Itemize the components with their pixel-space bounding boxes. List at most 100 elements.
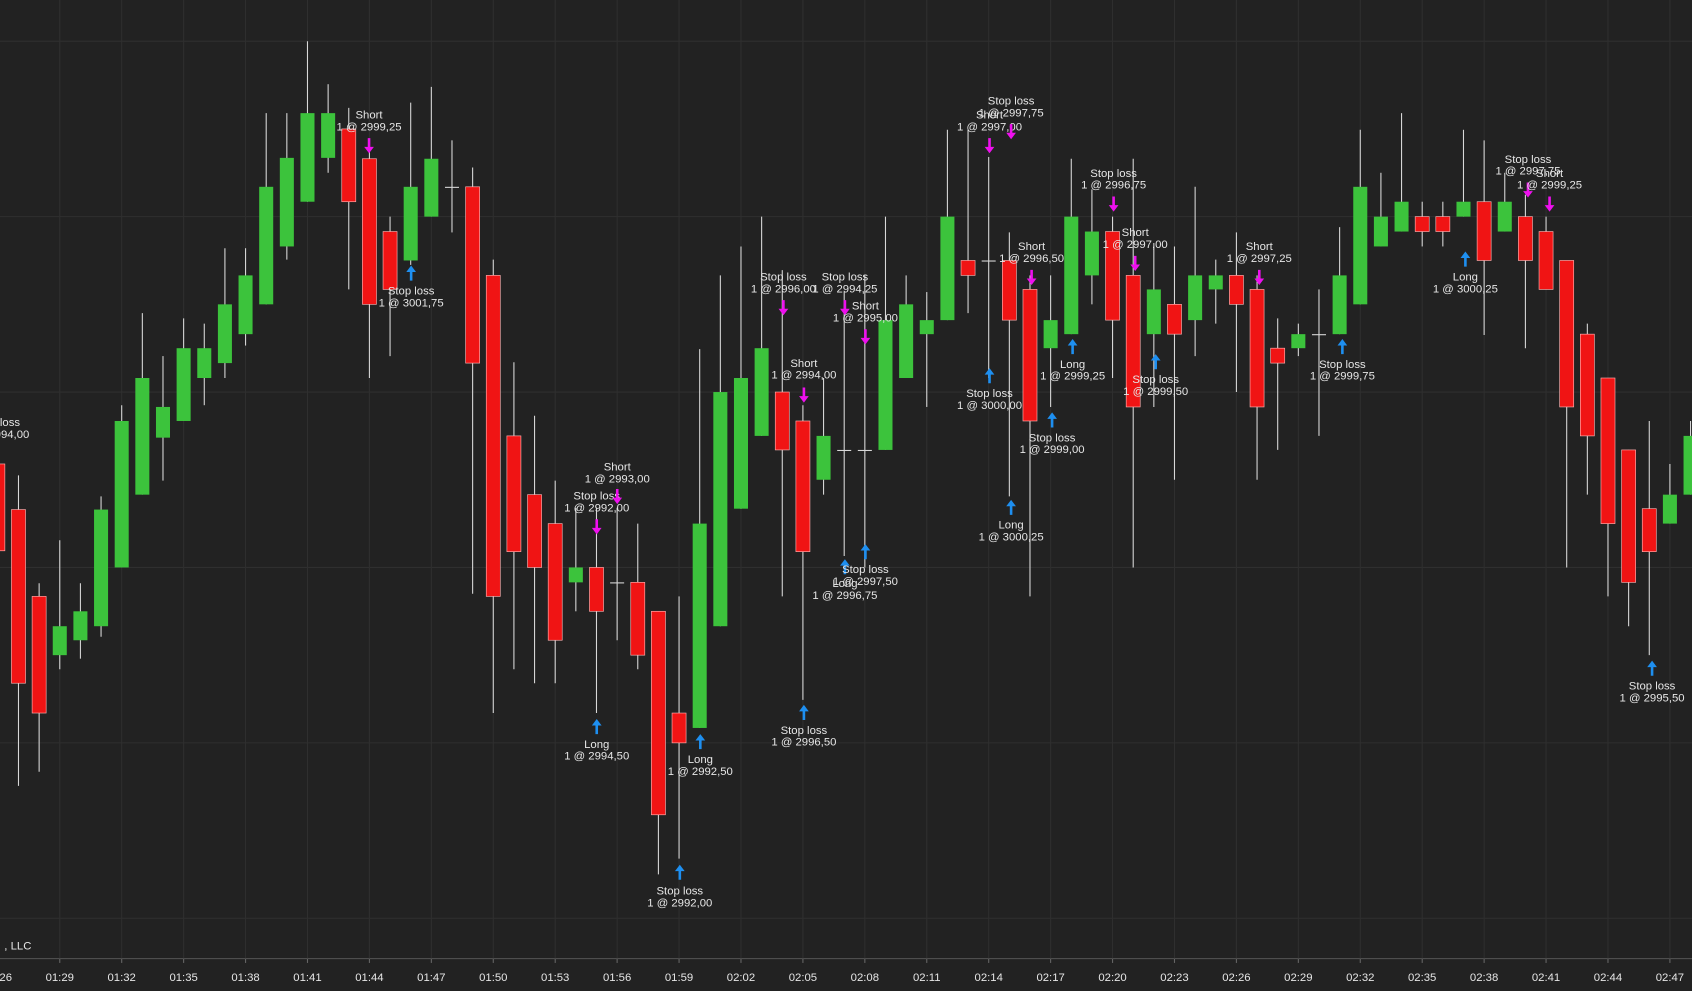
long-arrow bbox=[406, 265, 416, 281]
candle-body bbox=[630, 582, 646, 656]
candle-body bbox=[816, 435, 831, 480]
annotation-action: Stop loss bbox=[781, 725, 828, 737]
short-arrow bbox=[778, 300, 789, 316]
annotation-action: Long bbox=[688, 754, 713, 766]
short-arrow bbox=[1026, 269, 1037, 285]
short-arrow bbox=[984, 138, 995, 154]
short-arrow bbox=[612, 489, 623, 505]
long-arrow bbox=[840, 559, 850, 575]
candle-body bbox=[1414, 216, 1430, 232]
x-tick-label: 02:29 bbox=[1284, 972, 1312, 984]
annotation-fill: 1 @ 2994,50 bbox=[564, 751, 629, 763]
candle-body bbox=[1311, 334, 1326, 336]
long-arrow bbox=[1337, 338, 1348, 355]
candle-body bbox=[485, 275, 501, 597]
x-tick-label: 01:47 bbox=[417, 972, 445, 984]
candle-body bbox=[0, 463, 6, 552]
annotation-fill: 1 @ 2992,00 bbox=[647, 898, 712, 910]
annotation-fill: 1 @ 2997,50 bbox=[833, 576, 898, 588]
long-arrow bbox=[1647, 660, 1657, 676]
candle-body bbox=[1353, 186, 1368, 305]
x-tick-label: 02:26 bbox=[1222, 972, 1250, 984]
x-tick-label: 01:26 bbox=[0, 972, 12, 984]
annotation-action: Short bbox=[976, 110, 1004, 122]
candle-body bbox=[713, 392, 728, 627]
annotation-action: Stop loss bbox=[388, 285, 435, 297]
candle-body bbox=[981, 260, 996, 262]
x-tick-label: 01:41 bbox=[293, 972, 321, 984]
x-tick-label: 02:38 bbox=[1470, 972, 1498, 984]
candle-body bbox=[259, 186, 274, 305]
candle-body bbox=[1188, 275, 1203, 321]
annotation-fill: 1 @ 2996,75 bbox=[1081, 180, 1146, 192]
candle-body bbox=[114, 420, 129, 568]
annotation-action: Long bbox=[584, 739, 609, 751]
candle-body bbox=[279, 157, 294, 247]
candle-body bbox=[197, 348, 212, 379]
annotation-fill: 1 @ 2999,25 bbox=[1040, 371, 1105, 383]
annotation-action: Short bbox=[1122, 227, 1150, 239]
candle-body bbox=[960, 260, 976, 276]
candle-body bbox=[1683, 435, 1692, 495]
annotation-fill: 1 @ 2993,00 bbox=[585, 473, 650, 485]
candle-body bbox=[155, 406, 170, 438]
annotation-action: Stop loss bbox=[1629, 681, 1676, 693]
annotation-action: Stop loss bbox=[842, 564, 889, 576]
annotation-fill: 1 @ 2995,00 bbox=[833, 312, 898, 324]
candle-body bbox=[506, 435, 522, 552]
x-tick-label: 02:02 bbox=[727, 972, 755, 984]
candle-body bbox=[1497, 201, 1512, 232]
candle-body bbox=[1662, 494, 1677, 524]
x-tick-label: 02:35 bbox=[1408, 972, 1436, 984]
annotation-fill: 1 @ 2999,50 bbox=[1123, 386, 1188, 398]
candle-body bbox=[94, 509, 109, 627]
candle-body bbox=[857, 449, 872, 452]
candle-body bbox=[568, 567, 583, 583]
annotation-fill: 1 @ 2996,50 bbox=[771, 737, 836, 749]
candle-body bbox=[1291, 334, 1306, 349]
candle-body bbox=[11, 509, 26, 684]
x-tick-label: 02:17 bbox=[1036, 972, 1064, 984]
candle-body bbox=[527, 494, 542, 568]
annotation-action: Stop loss bbox=[1132, 374, 1179, 386]
candle-body bbox=[1332, 275, 1347, 335]
long-arrow bbox=[1460, 251, 1471, 267]
long-arrow bbox=[1067, 338, 1078, 355]
annotation-action: Long bbox=[1453, 271, 1478, 283]
candle-body bbox=[1064, 216, 1079, 335]
candle-body bbox=[1641, 508, 1657, 552]
annotation-action: Short bbox=[356, 110, 384, 122]
candle-body bbox=[1022, 289, 1038, 422]
candle-body bbox=[1518, 216, 1533, 261]
candle-body bbox=[754, 348, 769, 436]
annotation-fill: 1 @ 2997,75 bbox=[979, 107, 1044, 119]
x-tick-label: 02:32 bbox=[1346, 972, 1374, 984]
annotation-action: Short bbox=[852, 301, 880, 313]
x-tick-label: 02:20 bbox=[1098, 972, 1126, 984]
x-tick-label: 02:05 bbox=[789, 972, 817, 984]
annotation-fill: 1 @ 2999,00 bbox=[1020, 444, 1085, 456]
annotation-fill: 1 @ 2994,25 bbox=[812, 283, 877, 295]
candle-body bbox=[341, 128, 357, 203]
candle-body bbox=[1373, 216, 1388, 247]
x-tick-label: 02:41 bbox=[1532, 972, 1560, 984]
candle-body bbox=[382, 231, 398, 290]
candle-body bbox=[73, 611, 88, 641]
candle-body bbox=[1270, 347, 1286, 364]
candle-body bbox=[837, 449, 852, 452]
short-arrow bbox=[1108, 196, 1119, 212]
annotation-action: Stop loss bbox=[760, 271, 807, 283]
annotation-action: Long bbox=[1060, 359, 1085, 371]
annotation-action: Stop loss bbox=[1319, 359, 1366, 371]
x-tick-label: 02:11 bbox=[913, 972, 941, 984]
annotation-action: Short bbox=[790, 358, 818, 370]
candle-body bbox=[465, 186, 480, 364]
candle-body bbox=[692, 523, 707, 728]
short-arrow bbox=[799, 387, 809, 403]
long-arrow bbox=[695, 734, 706, 750]
long-arrow bbox=[984, 368, 995, 384]
candle-body bbox=[1476, 201, 1492, 261]
long-arrow bbox=[1006, 499, 1016, 515]
